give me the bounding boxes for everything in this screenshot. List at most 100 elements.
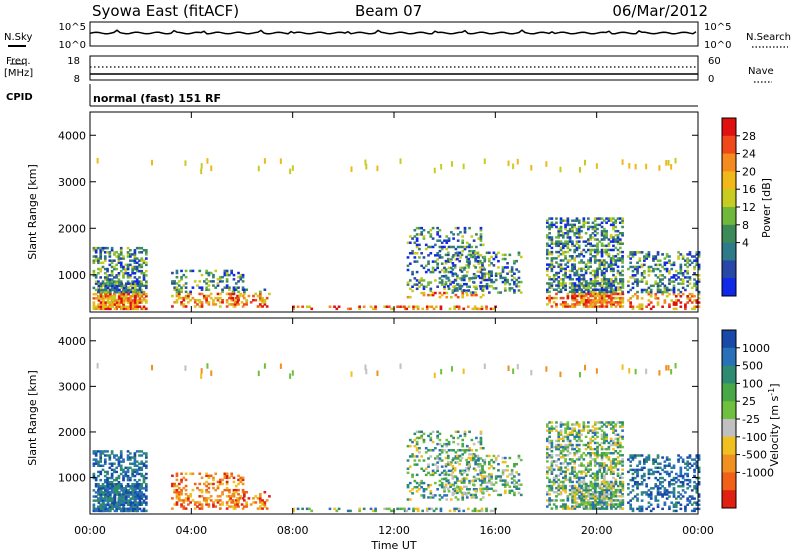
velocity-cell xyxy=(451,471,455,474)
power-cell xyxy=(654,280,658,283)
power-cell xyxy=(605,294,609,298)
power-cell xyxy=(115,274,119,277)
velocity-cell xyxy=(654,466,658,470)
power-cell xyxy=(616,269,620,273)
power-cell xyxy=(647,253,651,256)
velocity-cell xyxy=(614,449,618,453)
power-cell xyxy=(573,286,577,289)
power-cell xyxy=(427,260,430,263)
velocity-cell xyxy=(420,455,424,458)
velocity-cell xyxy=(555,505,558,508)
power-cell xyxy=(633,274,637,277)
power-cell xyxy=(668,269,671,273)
power-cell xyxy=(193,298,197,302)
velocity-cell xyxy=(605,480,609,484)
power-cell xyxy=(113,251,116,254)
velocity-cell xyxy=(258,505,262,508)
power-cell xyxy=(138,263,141,267)
power-cell xyxy=(681,255,685,258)
velocity-cell xyxy=(577,482,581,486)
velocity-cell xyxy=(408,498,412,501)
velocity-cell xyxy=(607,488,611,492)
power-cell xyxy=(656,267,660,271)
power-cell xyxy=(598,296,602,300)
velocity-cell xyxy=(180,499,183,502)
velocity-cell xyxy=(434,457,437,460)
power-cell xyxy=(670,263,674,267)
velocity-cell xyxy=(490,465,493,468)
velocity-cell xyxy=(643,462,646,465)
velocity-cell xyxy=(434,471,437,475)
power-cell xyxy=(652,284,655,288)
velocity-cell xyxy=(94,460,98,463)
power-cell xyxy=(555,278,558,281)
velocity-cell xyxy=(603,431,606,434)
velocity-cell xyxy=(515,485,519,488)
power-cell xyxy=(429,281,433,284)
power-cell xyxy=(591,269,595,273)
power-cell xyxy=(110,280,114,283)
power-cell xyxy=(580,288,583,292)
velocity-cell xyxy=(453,469,457,472)
power-cell xyxy=(131,303,135,306)
power-cell xyxy=(258,296,262,300)
power-cell xyxy=(580,298,584,302)
power-cell xyxy=(92,297,96,300)
velocity-cell xyxy=(580,495,584,498)
power-cell xyxy=(447,279,451,282)
power-cell xyxy=(596,271,599,275)
velocity-cell xyxy=(587,452,590,455)
power-cell xyxy=(515,285,519,288)
velocity-cell xyxy=(103,462,107,465)
power-cell xyxy=(506,272,509,275)
velocity-cell xyxy=(124,472,128,476)
velocity-cell xyxy=(99,499,103,502)
power-cell xyxy=(582,221,586,225)
power-cell xyxy=(649,292,653,296)
power-cell xyxy=(205,278,208,281)
velocity-cell xyxy=(118,499,121,502)
power-cell xyxy=(263,303,267,306)
velocity-cell xyxy=(474,460,477,464)
velocity-cell xyxy=(144,501,148,504)
power-cell xyxy=(571,290,575,294)
power-cell xyxy=(429,287,433,291)
velocity-cell xyxy=(546,456,549,459)
velocity-cell xyxy=(452,436,455,440)
power-cell xyxy=(668,261,671,265)
power-cell xyxy=(621,250,624,254)
velocity-cell xyxy=(497,475,500,478)
power-cell xyxy=(589,252,592,256)
velocity-cell xyxy=(609,495,613,498)
velocity-cell xyxy=(636,493,639,496)
power-cell xyxy=(124,305,128,308)
velocity-cell xyxy=(225,495,229,498)
power-cell xyxy=(575,219,579,222)
velocity-cell xyxy=(598,466,602,469)
velocity-cell xyxy=(115,501,119,504)
power-cell xyxy=(571,240,574,243)
velocity-cell xyxy=(573,452,577,455)
velocity-cell xyxy=(640,476,644,480)
power-cell xyxy=(695,257,699,260)
power-cell xyxy=(633,253,637,256)
velocity-cell xyxy=(589,445,592,449)
power-cell xyxy=(131,290,134,294)
velocity-cell xyxy=(459,434,462,438)
velocity-cell xyxy=(94,450,98,453)
power-cell xyxy=(557,244,561,248)
power-cell xyxy=(568,290,572,294)
velocity-cell xyxy=(598,464,602,467)
velocity-cell xyxy=(616,490,620,494)
power-cell xyxy=(546,267,549,271)
power-cell xyxy=(364,159,367,166)
velocity-cell xyxy=(616,421,620,424)
velocity-cell xyxy=(177,495,181,498)
power-cell xyxy=(616,240,620,243)
velocity-cell xyxy=(629,478,633,482)
power-cell xyxy=(497,272,500,275)
velocity-cell xyxy=(605,503,609,506)
velocity-cell xyxy=(612,427,615,430)
power-cell xyxy=(548,263,551,266)
power-cell xyxy=(656,288,660,292)
